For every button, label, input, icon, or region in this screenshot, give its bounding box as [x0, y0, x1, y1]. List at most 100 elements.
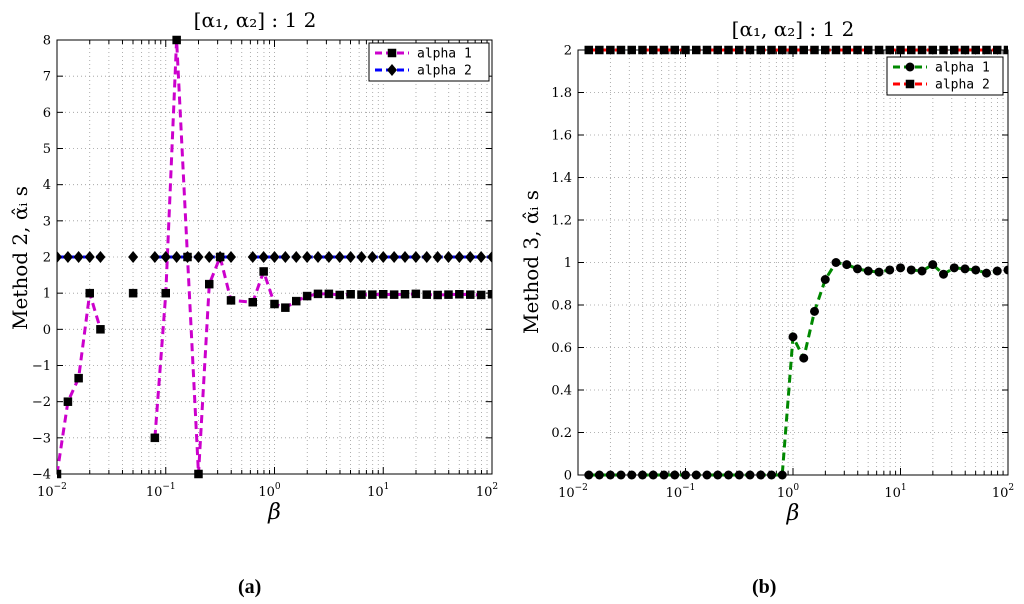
data-point-b-1: [745, 470, 755, 480]
data-point-a-1: [476, 290, 486, 300]
y-tick-label-a: 1: [43, 287, 51, 302]
data-point-b-2: [670, 45, 679, 55]
data-point-b-2: [842, 45, 852, 55]
data-point-a-1: [259, 267, 268, 276]
data-point-a-2: [291, 251, 302, 263]
data-point-a-2: [182, 251, 193, 263]
data-point-b-1: [605, 470, 615, 480]
y-tick-label-a: 5: [43, 142, 51, 157]
data-point-b-1: [885, 265, 895, 275]
data-point-a-1: [313, 289, 323, 299]
y-tick-label-b: 1.8: [551, 86, 572, 101]
data-point-b-1: [949, 263, 959, 273]
data-point-b-2: [821, 45, 830, 55]
data-point-a-2: [84, 251, 95, 263]
data-point-a-2: [334, 251, 345, 263]
data-point-a-1: [487, 290, 492, 299]
data-point-b-2: [939, 45, 948, 55]
data-point-b-1: [960, 264, 970, 274]
data-point-a-1: [57, 469, 62, 479]
data-point-a-2: [128, 251, 139, 263]
data-point-a-2: [215, 251, 226, 263]
data-point-b-2: [799, 45, 808, 55]
data-point-b-2: [659, 45, 669, 55]
data-point-b-2: [864, 45, 873, 55]
data-point-b-2: [616, 45, 626, 55]
legend-label-b-1: alpha 1: [935, 61, 990, 76]
y-tick-label-a: −3: [32, 431, 51, 446]
data-point-b-2: [885, 45, 895, 55]
y-tick-label-b: 0.4: [551, 384, 572, 399]
data-point-a-2: [476, 251, 487, 263]
data-point-b-1: [659, 470, 669, 480]
x-tick-label-b: 10−1: [666, 483, 696, 501]
data-point-b-1: [734, 470, 744, 480]
y-tick-label-b: 1.4: [551, 171, 572, 186]
data-point-b-1: [928, 260, 938, 270]
legend-marker-b-1: [905, 62, 915, 72]
data-point-b-1: [853, 264, 863, 274]
x-tick-label-b: 102: [992, 483, 1014, 501]
data-point-b-1: [724, 470, 734, 480]
y-tick-label-b: 0.2: [551, 426, 572, 441]
data-point-a-2: [345, 251, 356, 263]
data-point-b-2: [971, 45, 980, 55]
data-point-a-2: [399, 251, 410, 263]
data-point-a-1: [444, 290, 453, 299]
data-point-a-2: [247, 251, 258, 263]
data-point-a-1: [433, 290, 442, 300]
legend-a: alpha 1 alpha 2: [368, 42, 490, 82]
data-point-b-1: [799, 353, 809, 363]
data-point-b-2: [788, 45, 798, 55]
series-a-alpha-2: [57, 251, 492, 263]
data-point-b-2: [874, 45, 884, 55]
legend-b: alpha 1 alpha 2: [886, 56, 1004, 96]
data-point-b-1: [756, 470, 766, 480]
data-point-b-1: [917, 266, 927, 276]
data-point-a-1: [389, 290, 399, 299]
x-tick-label-a: 10−1: [146, 482, 176, 500]
x-tick-label-a: 10−2: [37, 482, 67, 500]
data-point-a-2: [302, 251, 313, 263]
series-line-b-1: [588, 260, 1008, 477]
data-point-b-1: [831, 258, 841, 267]
data-point-a-1: [281, 303, 290, 312]
data-point-a-2: [454, 251, 465, 263]
data-point-b-1: [863, 266, 873, 276]
panel-b-chart: 0 0.2 0.4 0.6 0.8 1 1.2 1.4 1.6 1.8 2 10−2 10−1 100 10…: [519, 17, 1014, 526]
data-point-b-1: [584, 470, 594, 480]
data-point-b-2: [810, 45, 819, 55]
data-point-b-1: [702, 470, 712, 480]
data-point-b-1: [788, 332, 798, 342]
series-a-alpha-1: [57, 35, 492, 479]
data-point-a-2: [193, 251, 204, 263]
data-point-a-1: [400, 290, 410, 299]
data-point-b-1: [594, 470, 604, 480]
data-point-b-2: [745, 45, 755, 55]
x-tick-label-b: 101: [884, 483, 906, 501]
data-point-b-1: [681, 470, 690, 480]
y-tick-label-a: −1: [32, 359, 51, 374]
data-point-b-2: [595, 45, 604, 55]
data-point-a-2: [356, 251, 367, 263]
data-point-b-2: [928, 45, 937, 55]
data-point-a-1: [335, 290, 345, 300]
data-point-a-1: [74, 373, 83, 383]
data-point-b-1: [767, 470, 777, 480]
data-point-a-2: [280, 251, 291, 263]
data-point-a-2: [204, 251, 215, 263]
data-point-a-1: [346, 290, 355, 299]
data-point-a-2: [410, 251, 421, 263]
data-point-a-2: [149, 251, 160, 263]
y-tick-label-a: 2: [43, 251, 51, 266]
x-tick-label-a: 101: [367, 482, 389, 500]
y-axis-label-a: Method 2, α̂ᵢ s: [8, 186, 32, 330]
data-point-b-1: [627, 470, 637, 480]
data-point-b-1: [810, 306, 820, 316]
data-point-a-2: [258, 251, 269, 263]
data-point-b-2: [724, 45, 733, 55]
y-tick-label-b: 1.2: [551, 214, 572, 229]
data-point-b-2: [982, 45, 991, 55]
data-point-a-1: [324, 289, 334, 299]
data-point-b-1: [777, 470, 787, 480]
